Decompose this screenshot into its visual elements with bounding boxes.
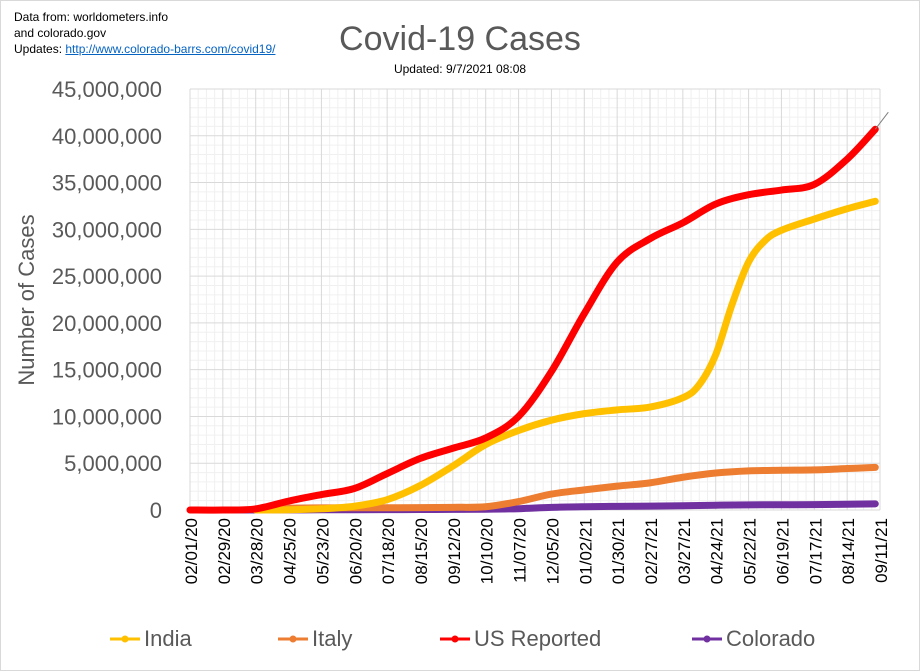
updates-line: Updates: http://www.colorado-barrs.com/c… [14, 41, 275, 57]
x-tick-label: 09/12/20 [445, 518, 464, 584]
x-tick-label: 08/15/20 [412, 518, 431, 584]
y-tick-label: 45,000,000 [52, 77, 162, 102]
legend-marker-india [110, 635, 140, 643]
source-line-1: Data from: worldometers.info [14, 10, 169, 24]
us-trend-tail [874, 111, 889, 130]
legend-label-colorado: Colorado [726, 626, 816, 651]
updates-link[interactable]: http://www.colorado-barrs.com/covid19/ [65, 42, 276, 56]
chart-subtitle: Updated: 9/7/2021 08:08 [393, 62, 527, 76]
minor-gridlines [190, 89, 880, 510]
y-tick-label: 15,000,000 [52, 358, 162, 383]
y-axis-label: Number of Cases [14, 214, 39, 385]
x-tick-label: 05/23/20 [313, 518, 332, 584]
x-tick-label: 03/27/21 [675, 518, 694, 584]
y-tick-label: 5,000,000 [64, 451, 162, 476]
legend-marker-us-reported [440, 635, 470, 643]
x-tick-label: 06/19/21 [773, 518, 792, 584]
major-gridlines [189, 88, 881, 511]
x-tick-label: 11/07/20 [511, 518, 530, 583]
x-tick-label: 08/14/21 [839, 518, 858, 584]
legend-item-india: India [110, 626, 192, 652]
x-tick-label: 02/01/20 [182, 518, 201, 584]
series-line-us-reported [186, 125, 879, 514]
x-axis-ticks: 02/01/20 02/29/20 03/28/20 04/25/20 05/23/20… [182, 518, 891, 584]
chart-title: Covid-19 Cases [339, 20, 581, 58]
series-line-india [252, 197, 879, 514]
legend-item-italy: Italy [278, 626, 352, 652]
y-tick-label: 25,000,000 [52, 264, 162, 289]
x-tick-label: 01/02/21 [576, 518, 595, 584]
x-tick-label: 09/11/21 [872, 518, 891, 583]
x-tick-label: 01/30/21 [609, 518, 628, 584]
updates-label: Updates: [14, 42, 63, 56]
x-tick-label: 07/17/21 [806, 518, 825, 584]
legend-marker-italy [278, 635, 308, 643]
x-tick-label: 03/28/20 [248, 518, 267, 584]
source-line-2: and colorado.gov [14, 26, 107, 40]
y-tick-label: 20,000,000 [52, 311, 162, 336]
x-tick-label: 10/10/20 [478, 518, 497, 584]
x-tick-label: 07/18/20 [379, 518, 398, 584]
y-tick-label: 0 [150, 498, 162, 523]
y-tick-label: 35,000,000 [52, 171, 162, 196]
x-tick-label: 12/05/20 [543, 518, 562, 584]
x-tick-label: 02/27/21 [642, 518, 661, 584]
legend-marker-colorado [692, 635, 722, 643]
x-tick-label: 04/24/21 [708, 518, 727, 584]
legend-label-italy: Italy [312, 626, 353, 651]
y-tick-label: 10,000,000 [52, 404, 162, 429]
x-tick-label: 05/22/21 [741, 518, 760, 584]
series-layer [186, 111, 889, 514]
legend-label-us-reported: US Reported [474, 626, 602, 651]
legend-label-india: India [144, 626, 192, 651]
x-tick-label: 04/25/20 [281, 518, 300, 584]
y-tick-label: 40,000,000 [52, 124, 162, 149]
x-tick-label: 06/20/20 [346, 518, 365, 584]
x-tick-label: 02/29/20 [215, 518, 234, 584]
legend-item-colorado: Colorado [692, 626, 815, 652]
y-tick-label: 30,000,000 [52, 217, 162, 242]
legend-item-us-reported: US Reported [440, 626, 601, 652]
y-axis-ticks: 0 5,000,000 10,000,000 15,000,000 20,000,000… [52, 77, 162, 523]
